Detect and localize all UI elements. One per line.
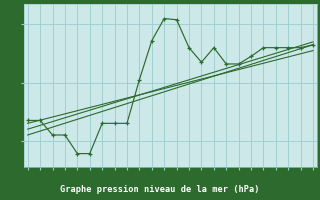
Text: Graphe pression niveau de la mer (hPa): Graphe pression niveau de la mer (hPa) bbox=[60, 184, 260, 194]
